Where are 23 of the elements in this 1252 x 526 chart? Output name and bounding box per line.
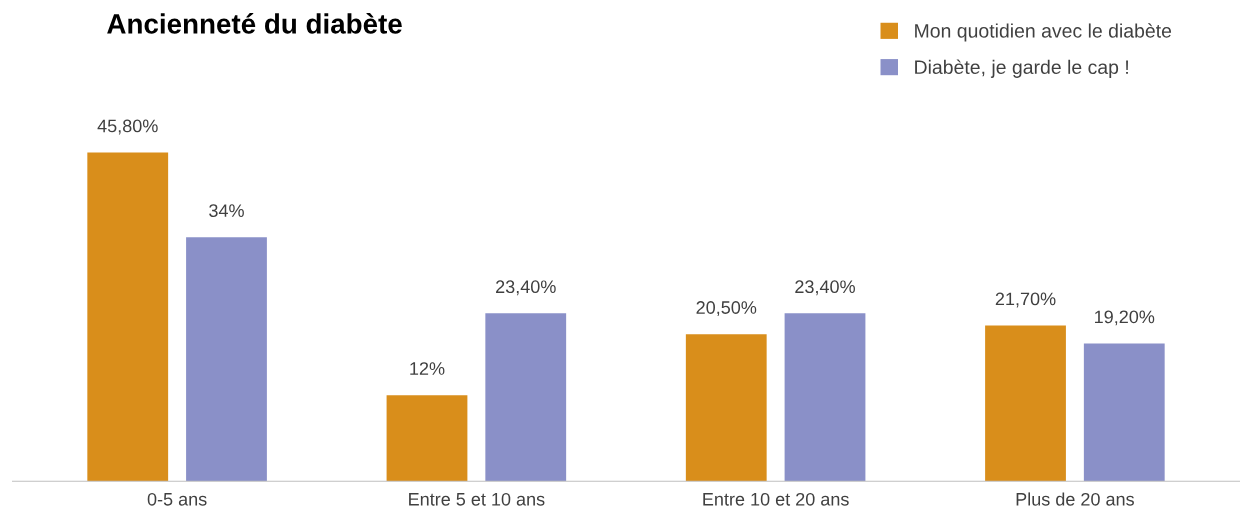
x-tick-label: Plus de 20 ans xyxy=(1016,492,1134,506)
x-tick-label: Entre 10 et 20 ans xyxy=(703,492,849,506)
data-label: 34% xyxy=(209,204,244,217)
x-tick-label: 0-5 ans xyxy=(147,492,207,506)
chart-title: Ancienneté du diabète xyxy=(107,13,402,34)
data-label: 45,80% xyxy=(97,119,158,135)
bar xyxy=(87,152,169,482)
data-label: 12% xyxy=(410,362,445,375)
bar xyxy=(386,395,468,482)
bar xyxy=(784,313,866,482)
bar xyxy=(1083,343,1165,482)
data-label: 21,70% xyxy=(995,292,1056,308)
legend-label: Mon quotidien avec le diabète xyxy=(915,23,1172,42)
data-label: 19,20% xyxy=(1095,310,1155,326)
legend-label: Diabète, je garde le cap ! xyxy=(915,59,1128,78)
x-tick-label: Entre 5 et 10 ans xyxy=(409,492,545,506)
bar xyxy=(186,237,267,482)
bar xyxy=(485,313,567,482)
data-label: 20,50% xyxy=(696,301,757,317)
data-label: 23,40% xyxy=(496,280,556,296)
bar xyxy=(685,334,767,482)
data-label: 23,40% xyxy=(795,280,855,296)
bar xyxy=(985,325,1066,482)
